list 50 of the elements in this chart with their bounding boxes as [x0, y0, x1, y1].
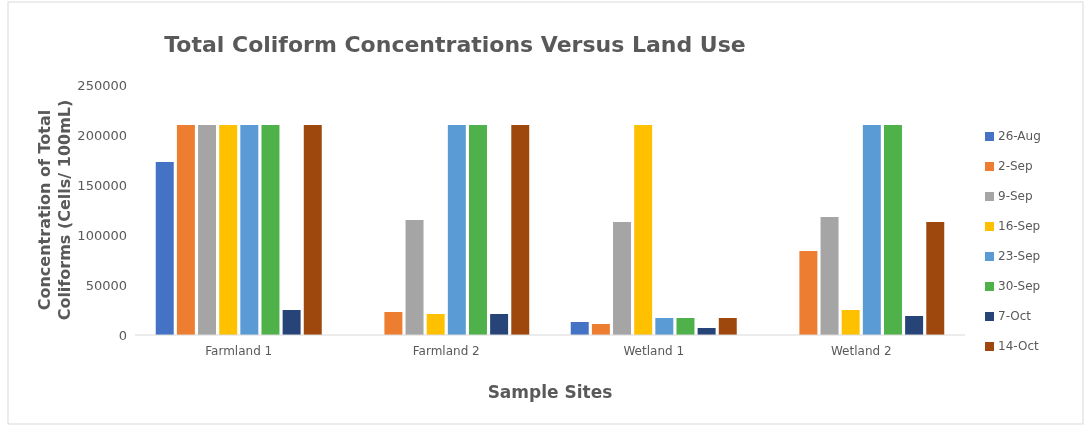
y-tick-label: 250000 [77, 77, 127, 93]
legend-label: 9-Sep [998, 189, 1033, 203]
bar [655, 318, 674, 335]
bar [240, 125, 259, 335]
bar [570, 322, 589, 335]
bar [282, 310, 301, 335]
bar [862, 125, 881, 335]
legend-label: 2-Sep [998, 159, 1033, 173]
y-tick-label: 150000 [77, 177, 127, 193]
bar [219, 125, 238, 335]
bar [820, 217, 839, 335]
bar [426, 314, 445, 335]
bar [591, 324, 610, 335]
y-tick-label: 100000 [77, 227, 127, 243]
legend-label: 14-Oct [998, 339, 1039, 353]
bar [155, 162, 174, 335]
legend-label: 23-Sep [998, 249, 1041, 263]
legend-label: 26-Aug [998, 129, 1041, 143]
bar [511, 125, 530, 335]
bar [905, 316, 924, 335]
bar [676, 318, 695, 335]
bar [405, 220, 424, 335]
bar [490, 314, 509, 335]
chart-title: Total Coliform Concentrations Versus Land Use [164, 32, 746, 57]
x-tick-label: Farmland 2 [412, 344, 480, 358]
x-tick-label: Wetland 2 [830, 344, 892, 358]
bar [718, 318, 737, 335]
bar [883, 125, 902, 335]
bar [799, 251, 818, 335]
legend-label: 16-Sep [998, 219, 1041, 233]
bar [261, 125, 280, 335]
bar [198, 125, 217, 335]
bar [468, 125, 487, 335]
y-axis-title: Concentration of Total Coliforms (Cells/ 100mL) [35, 99, 74, 321]
legend-label: 30-Sep [998, 279, 1041, 293]
bar [634, 125, 653, 335]
y-tick-label: 200000 [77, 127, 127, 143]
x-axis-title: Sample Sites [487, 382, 613, 402]
bar [613, 222, 632, 335]
y-tick-label: 0 [118, 327, 127, 343]
bar [303, 125, 322, 335]
x-tick-label: Wetland 1 [623, 344, 685, 358]
x-tick-label: Farmland 1 [205, 344, 273, 358]
bar [176, 125, 195, 335]
bar [447, 125, 466, 335]
bar [926, 222, 945, 335]
y-tick-label: 50000 [85, 277, 127, 293]
bar [384, 312, 403, 335]
legend-label: 7-Oct [998, 309, 1032, 323]
bar [841, 310, 860, 335]
